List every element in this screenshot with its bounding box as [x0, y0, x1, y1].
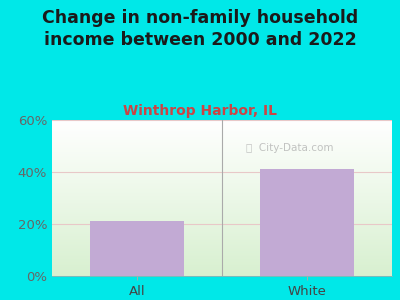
Bar	[90, 221, 184, 276]
Text: Change in non-family household
income between 2000 and 2022: Change in non-family household income be…	[42, 9, 358, 49]
Text: ⓘ  City-Data.com: ⓘ City-Data.com	[246, 143, 334, 153]
Bar	[260, 169, 354, 276]
Text: Winthrop Harbor, IL: Winthrop Harbor, IL	[123, 103, 277, 118]
